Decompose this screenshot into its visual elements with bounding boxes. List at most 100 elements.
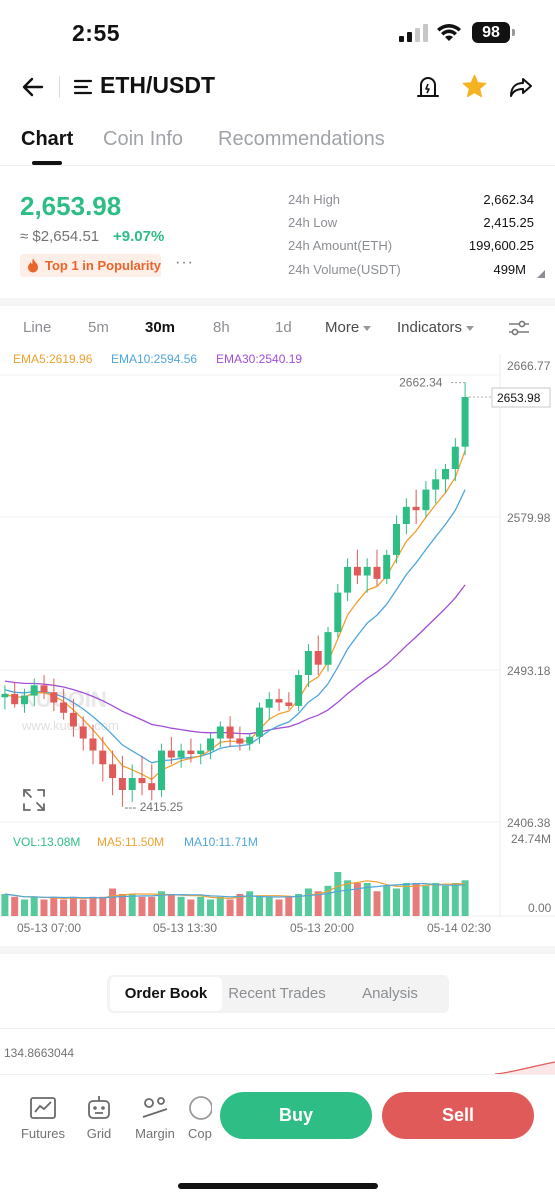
- status-time: 2:55: [72, 20, 121, 46]
- candle-body: [109, 764, 117, 778]
- volume-bar: [138, 896, 146, 916]
- candle-body: [118, 778, 126, 790]
- volume-bar: [167, 894, 175, 916]
- volume-bar: [177, 896, 185, 916]
- candle-body: [373, 566, 381, 579]
- tab-recommendations[interactable]: Recommendations: [218, 128, 385, 150]
- volume-bar: [197, 896, 205, 916]
- tab-analysis[interactable]: Analysis: [362, 985, 418, 1002]
- candle-body: [79, 726, 87, 739]
- candle-body: [304, 651, 312, 675]
- orderbook-tabs: Order Book Recent Trades Analysis: [107, 975, 449, 1013]
- chevron-down-icon: [363, 325, 372, 331]
- volume-bar: [148, 896, 156, 916]
- candle-body: [197, 750, 205, 754]
- volume-bar: [207, 899, 214, 916]
- ema30-legend: EMA30:2540.19: [216, 352, 303, 366]
- y-tick-label: 2579.98: [507, 511, 551, 525]
- copy-trading-shortcut[interactable]: Cop: [180, 1093, 212, 1141]
- x-tick-label: 05-13 20:00: [290, 921, 354, 935]
- candle-body: [167, 750, 175, 758]
- chart-settings-icon[interactable]: [507, 317, 531, 339]
- high-marker-label: 2662.34: [399, 376, 443, 390]
- interval-more-label: More: [325, 319, 360, 336]
- candle-body: [314, 651, 322, 665]
- margin-shortcut[interactable]: Margin: [126, 1093, 184, 1141]
- volume-bar: [128, 894, 136, 916]
- stat-24h-high-label: 24h High: [288, 192, 341, 207]
- ma5-legend: MA5:11.50M: [97, 835, 165, 849]
- futures-shortcut[interactable]: Futures: [14, 1093, 72, 1141]
- grid-shortcut[interactable]: Grid: [70, 1093, 128, 1141]
- buy-button[interactable]: Buy: [220, 1092, 372, 1139]
- pair-title[interactable]: ETH/USDT: [100, 72, 215, 98]
- wifi-icon: [437, 24, 461, 41]
- tab-coin-info[interactable]: Coin Info: [103, 128, 184, 150]
- tab-recent-trades[interactable]: Recent Trades: [228, 985, 326, 1002]
- last-price: 2,653.98: [20, 191, 122, 221]
- tab-order-book[interactable]: Order Book: [110, 977, 222, 1011]
- grid-bot-icon: [88, 1096, 110, 1119]
- more-options-icon[interactable]: ···: [175, 254, 194, 271]
- interval-30m[interactable]: 30m: [145, 319, 176, 336]
- sell-button[interactable]: Sell: [382, 1092, 534, 1139]
- volume-bar: [69, 896, 77, 916]
- candle-body: [344, 566, 352, 593]
- candles: [1, 382, 469, 807]
- volume-bar: [158, 891, 165, 916]
- price-alert-icon[interactable]: [416, 74, 440, 100]
- tab-chart[interactable]: Chart: [21, 128, 74, 150]
- interval-8h[interactable]: 8h: [213, 319, 230, 336]
- orderbook-value: 134.8663044: [4, 1046, 75, 1060]
- ema10-line: [4, 489, 466, 764]
- status-bar: 2:55 98: [0, 0, 555, 64]
- chart-grid: [0, 355, 555, 917]
- interval-1d[interactable]: 1d: [275, 319, 292, 336]
- volume-bar: [50, 896, 58, 916]
- interval-more-dropdown[interactable]: More: [325, 319, 372, 336]
- grid-label: Grid: [86, 1126, 112, 1141]
- y-tick-label: 2406.38: [507, 816, 551, 830]
- candle-body: [402, 506, 410, 524]
- candle-body: [11, 693, 19, 705]
- volume-legend: VOL:13.08M: [13, 835, 81, 849]
- y-tick-label: 2493.18: [507, 664, 551, 678]
- popularity-badge[interactable]: Top 1 in Popularity: [20, 254, 161, 277]
- volume-unit-toggle-icon[interactable]: [537, 270, 545, 278]
- share-icon[interactable]: [508, 74, 534, 100]
- fullscreen-icon[interactable]: [22, 788, 46, 812]
- candle-body: [442, 469, 449, 480]
- volume-zero-label: 0.00: [528, 901, 552, 915]
- candle-body: [451, 446, 459, 469]
- main-tabs: Chart Coin Info Recommendations: [0, 118, 555, 166]
- back-arrow-icon[interactable]: [20, 74, 46, 100]
- cellular-signal-icon: [399, 24, 428, 42]
- candle-body: [1, 693, 9, 698]
- volume-bar: [412, 883, 420, 916]
- active-tab-underline: [32, 161, 62, 165]
- volume-max-label: 24.74M: [511, 832, 551, 846]
- margin-label: Margin: [135, 1126, 175, 1141]
- interval-line[interactable]: Line: [23, 319, 52, 336]
- volume-bar: [99, 896, 107, 916]
- stat-24h-volume-value: 499M: [493, 262, 526, 277]
- pair-list-icon[interactable]: [73, 77, 93, 97]
- candlestick-chart[interactable]: KUCOIN www.kucoin.com 2666.77 2579.98 24…: [0, 340, 555, 940]
- candle-body: [324, 632, 332, 665]
- stat-24h-volume-label: 24h Volume(USDT): [288, 262, 401, 277]
- volume-bar: [393, 888, 400, 916]
- volume-bar: [295, 894, 303, 916]
- volume-bar: [285, 896, 293, 916]
- volume-bar: [304, 888, 312, 916]
- interval-5m[interactable]: 5m: [88, 319, 109, 336]
- candle-body: [353, 566, 361, 576]
- indicators-dropdown[interactable]: Indicators: [397, 319, 475, 336]
- copy-trading-icon: [189, 1096, 212, 1120]
- candle-body: [40, 685, 48, 693]
- depth-curve: [495, 1061, 555, 1074]
- favorite-star-icon[interactable]: [461, 73, 488, 100]
- candle-body: [89, 738, 97, 751]
- nav-header: ETH/USDT: [0, 64, 555, 110]
- volume-bar: [314, 891, 322, 916]
- candle-body: [158, 750, 165, 791]
